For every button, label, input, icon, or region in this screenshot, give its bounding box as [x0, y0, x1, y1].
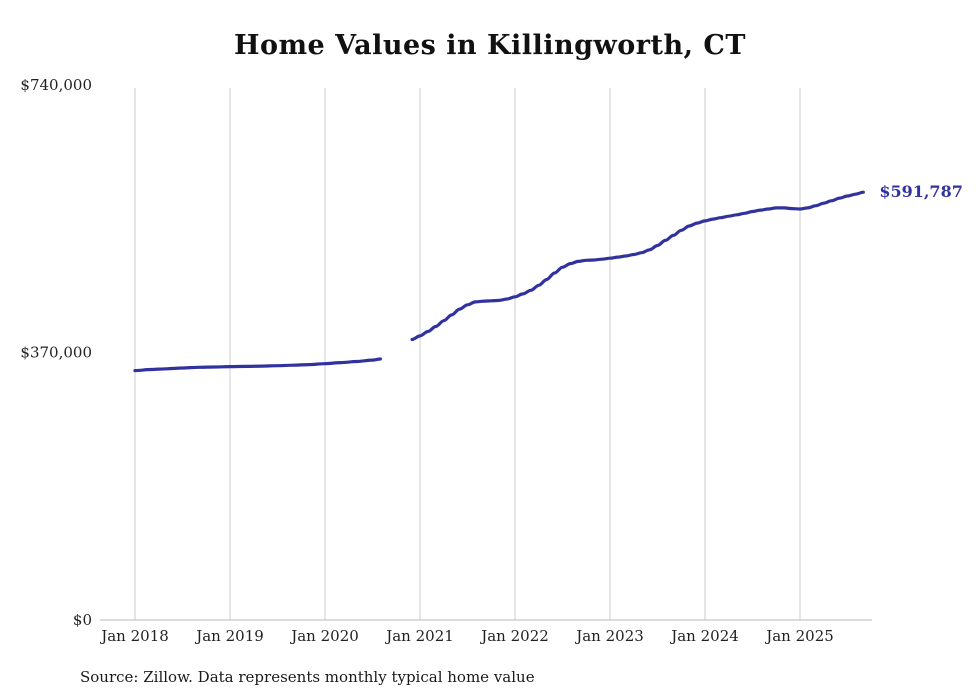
x-tick-label: Jan 2025	[764, 627, 834, 645]
y-tick-label: $370,000	[20, 344, 92, 362]
source-note: Source: Zillow. Data represents monthly …	[80, 668, 535, 686]
x-tick-label: Jan 2018	[99, 627, 169, 645]
x-tick-label: Jan 2023	[574, 627, 644, 645]
x-tick-label: Jan 2024	[669, 627, 739, 645]
x-tick-label: Jan 2019	[194, 627, 264, 645]
x-tick-label: Jan 2021	[384, 627, 454, 645]
chart-title: Home Values in Killingworth, CT	[233, 30, 747, 61]
value-line-segment-1	[133, 357, 382, 373]
value-line-segment-2	[410, 190, 865, 342]
x-tick-label: Jan 2022	[479, 627, 549, 645]
x-tick-label: Jan 2020	[289, 627, 359, 645]
y-tick-label: $740,000	[20, 76, 92, 94]
latest-value-label: $591,787	[879, 182, 963, 202]
y-tick-label: $0	[73, 611, 92, 629]
